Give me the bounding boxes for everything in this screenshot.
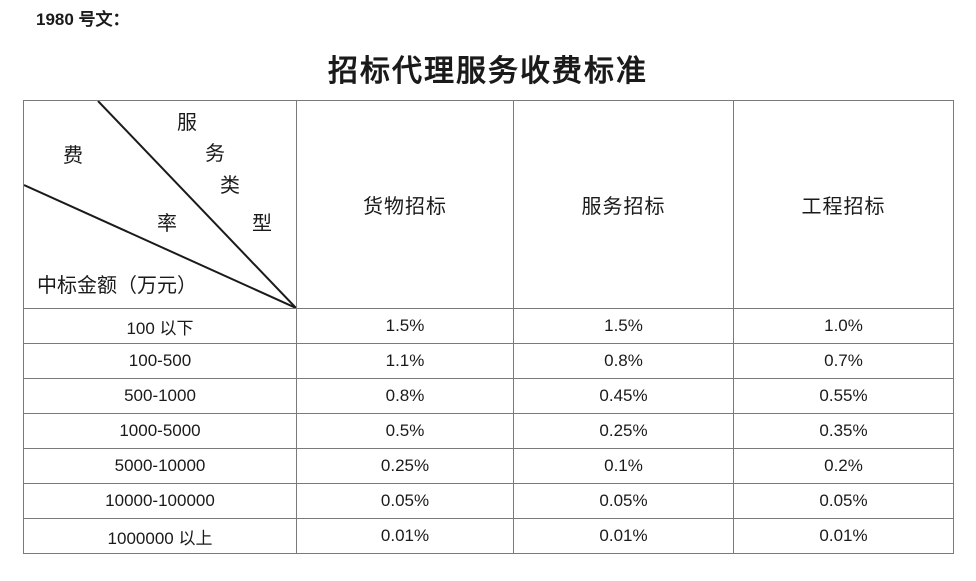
table-row: 100-500 1.1% 0.8% 0.7% [23,343,954,379]
corner-label-amount: 中标金额（万元） [37,273,197,297]
table-row: 1000000 以上 0.01% 0.01% 0.01% [23,518,954,554]
table-row: 5000-10000 0.25% 0.1% 0.2% [23,448,954,484]
table-row: 1000-5000 0.5% 0.25% 0.35% [23,413,954,449]
row-label: 100-500 [23,343,297,379]
row-label: 10000-100000 [23,483,297,519]
row-label: 5000-10000 [23,448,297,484]
fee-value: 0.35% [733,413,954,449]
corner-label-fee-char: 费 [63,143,83,167]
column-header-goods: 货物招标 [296,100,514,309]
corner-label-service-char-2: 务 [205,141,225,165]
fee-value: 0.05% [513,483,734,519]
doc-reference: 1980 号文： [36,10,130,29]
fee-value: 0.1% [513,448,734,484]
row-label: 1000000 以上 [23,518,297,554]
fee-value: 1.1% [296,343,514,379]
fee-table: 费 率 服 务 类 型 中标金额（万元） 货物招标 服务招标 工程招标 100 … [23,100,954,554]
fee-value: 0.25% [296,448,514,484]
corner-label-service-char-3: 类 [220,173,240,197]
table-row: 500-1000 0.8% 0.45% 0.55% [23,378,954,414]
fee-value: 0.01% [513,518,734,554]
row-label: 1000-5000 [23,413,297,449]
diagonal-lines-graphic [24,101,296,308]
table-row: 100 以下 1.5% 1.5% 1.0% [23,308,954,344]
table-row: 10000-100000 0.05% 0.05% 0.05% [23,483,954,519]
corner-label-service-char-1: 服 [177,110,197,134]
fee-value: 0.05% [296,483,514,519]
corner-label-rate-char: 率 [157,211,177,235]
fee-value: 1.0% [733,308,954,344]
fee-value: 0.45% [513,378,734,414]
header-row: 费 率 服 务 类 型 中标金额（万元） 货物招标 服务招标 工程招标 [23,100,954,309]
fee-value: 0.8% [296,378,514,414]
page-title: 招标代理服务收费标准 [328,54,648,89]
fee-value: 0.55% [733,378,954,414]
row-label: 500-1000 [23,378,297,414]
row-label: 100 以下 [23,308,297,344]
fee-value: 0.01% [296,518,514,554]
column-header-engineering: 工程招标 [733,100,954,309]
corner-label-service-char-4: 型 [252,211,272,235]
fee-value: 0.25% [513,413,734,449]
fee-value: 0.7% [733,343,954,379]
fee-value: 0.2% [733,448,954,484]
fee-value: 0.01% [733,518,954,554]
diagonal-header-cell: 费 率 服 务 类 型 中标金额（万元） [23,100,297,309]
fee-value: 1.5% [296,308,514,344]
fee-value: 1.5% [513,308,734,344]
fee-value: 0.5% [296,413,514,449]
fee-value: 0.8% [513,343,734,379]
fee-value: 0.05% [733,483,954,519]
column-header-service: 服务招标 [513,100,734,309]
